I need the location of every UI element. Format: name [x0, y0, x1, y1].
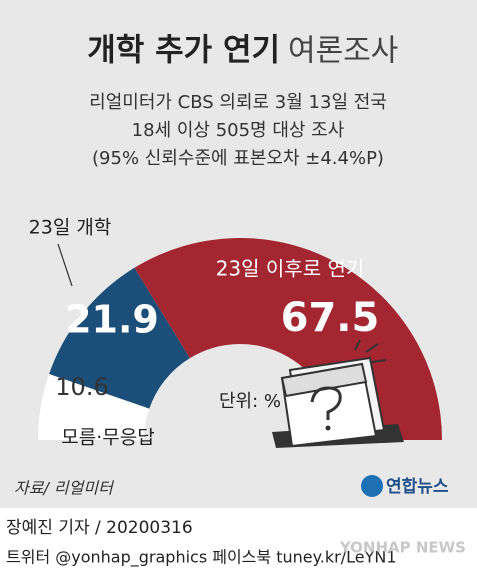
category-label: 23일 개학 — [29, 217, 112, 239]
calendar-icon — [272, 339, 404, 448]
value-label: 21.9 — [65, 298, 159, 342]
value-label: 10.6 — [55, 373, 108, 401]
unit-label: 단위: % — [219, 391, 281, 412]
footer-background — [0, 508, 477, 576]
category-label: 23일 이후로 연기 — [216, 257, 365, 281]
category-label: 모름·무응답 — [61, 427, 154, 449]
social: 트위터 @yonhap_graphics 페이스북 tuney.kr/LeYN1 — [6, 548, 397, 568]
chart-title: 개학 추가 연기 — [87, 33, 280, 69]
credit: 장예진 기자 / 20200316 — [6, 518, 193, 538]
subtitle: (95% 신뢰수준에 표본오차 ±4.4%P) — [92, 148, 384, 169]
source: 자료/ 리얼미터 — [14, 479, 115, 498]
subtitle: 18세 이상 505명 대상 조사 — [132, 120, 345, 141]
logo-mark — [361, 475, 383, 497]
segment — [38, 373, 150, 440]
chart-title-suffix: 여론조사 — [288, 34, 398, 69]
segment — [49, 267, 190, 409]
watermark: YONHAP NEWS — [339, 539, 466, 557]
subtitle: 리얼미터가 CBS 의뢰로 3월 13일 전국 — [89, 92, 387, 113]
value-label: 67.5 — [281, 295, 380, 341]
leader-line — [57, 243, 73, 287]
logo: 연합뉴스 — [386, 476, 449, 497]
